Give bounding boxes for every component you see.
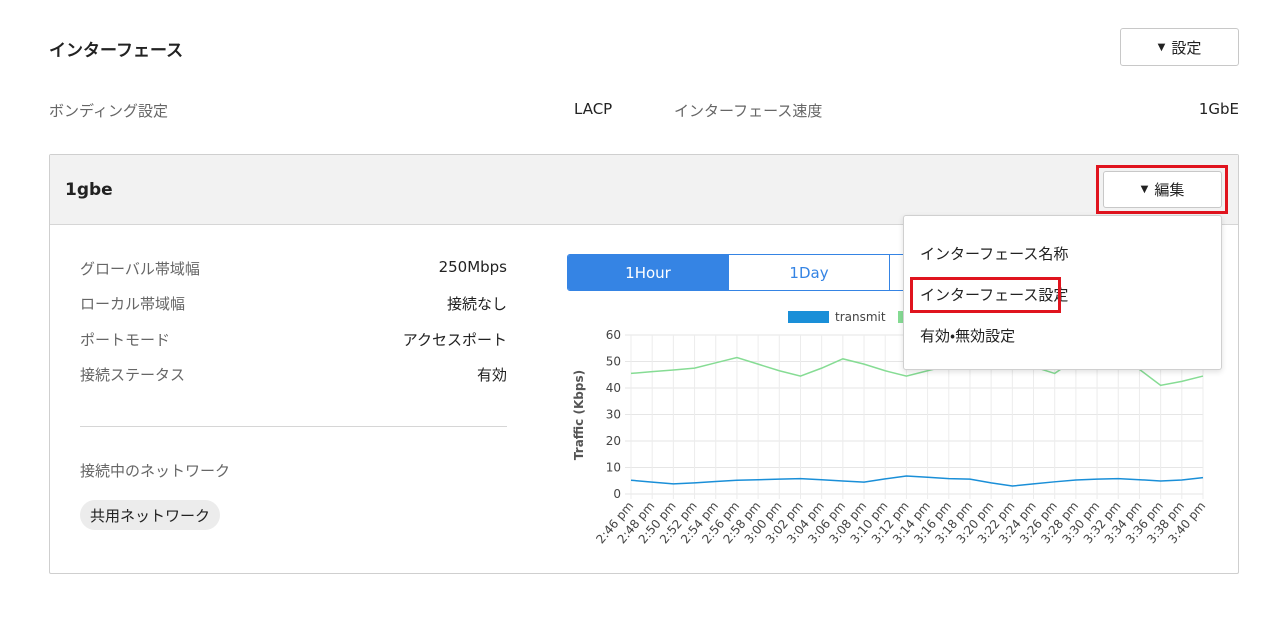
network-heading: 接続中のネットワーク [80, 462, 231, 480]
y-axis-title: Traffic (Kbps) [572, 370, 586, 460]
summary-value: 1GbE [1198, 100, 1239, 118]
edit-button[interactable]: ▼ 編集 [1103, 171, 1222, 208]
edit-label: 編集 [1154, 181, 1185, 199]
settings-label: 設定 [1171, 38, 1202, 57]
menu-item[interactable]: インターフェース名称 [920, 245, 1069, 263]
y-tick-label: 40 [606, 381, 621, 395]
highlight-box [910, 277, 1061, 313]
legend-label: transmit [835, 310, 886, 324]
interface-card [49, 154, 1239, 574]
range-tabs: 1Hour 1Day [567, 254, 1052, 291]
card-title: 1gbe [65, 180, 113, 200]
detail-label: ポートモード [80, 331, 171, 349]
detail-value: アクセスポート [402, 331, 507, 349]
summary-label: インターフェース速度 [674, 102, 823, 120]
detail-label: 接続ステータス [80, 366, 186, 384]
summary-label: ボンディング設定 [49, 102, 168, 120]
network-tag-label: 共用ネットワーク [89, 506, 210, 525]
detail-label: ローカル帯域幅 [80, 295, 186, 313]
settings-button[interactable]: ▼ 設定 [1120, 28, 1239, 66]
detail-label: グローバル帯域幅 [80, 260, 200, 278]
tab[interactable]: 1Day [729, 255, 890, 290]
y-tick-label: 60 [606, 328, 621, 342]
y-tick-label: 50 [606, 355, 621, 369]
detail-value: 250Mbps [438, 258, 507, 276]
network-tag[interactable]: 共用ネットワーク [80, 500, 220, 530]
summary-value: LACP [574, 100, 613, 118]
menu-item[interactable]: インターフェース設定 [920, 286, 1069, 304]
tab[interactable]: 1Hour [568, 255, 729, 290]
detail-value: 有効 [476, 366, 507, 384]
card-header [50, 155, 1238, 225]
line [630, 475, 1204, 487]
legend-swatch [788, 311, 829, 323]
divider [80, 426, 507, 427]
y-tick-label: 10 [606, 461, 621, 475]
highlight-box [1096, 165, 1228, 214]
y-tick-label: 20 [606, 434, 621, 448]
page-title: インターフェース [49, 41, 184, 61]
menu-item[interactable]: 有効・無効設定 [920, 327, 1016, 345]
y-tick-label: 0 [613, 487, 621, 501]
detail-value: 接続なし [446, 295, 507, 313]
y-tick-label: 30 [606, 408, 621, 422]
dropdown-menu: インターフェース名称 インターフェース設定 有効・無効設定 [903, 215, 1222, 370]
